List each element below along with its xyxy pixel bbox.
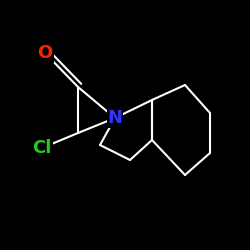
Text: N: N: [108, 109, 122, 127]
Text: O: O: [38, 44, 52, 62]
Text: Cl: Cl: [32, 139, 52, 157]
